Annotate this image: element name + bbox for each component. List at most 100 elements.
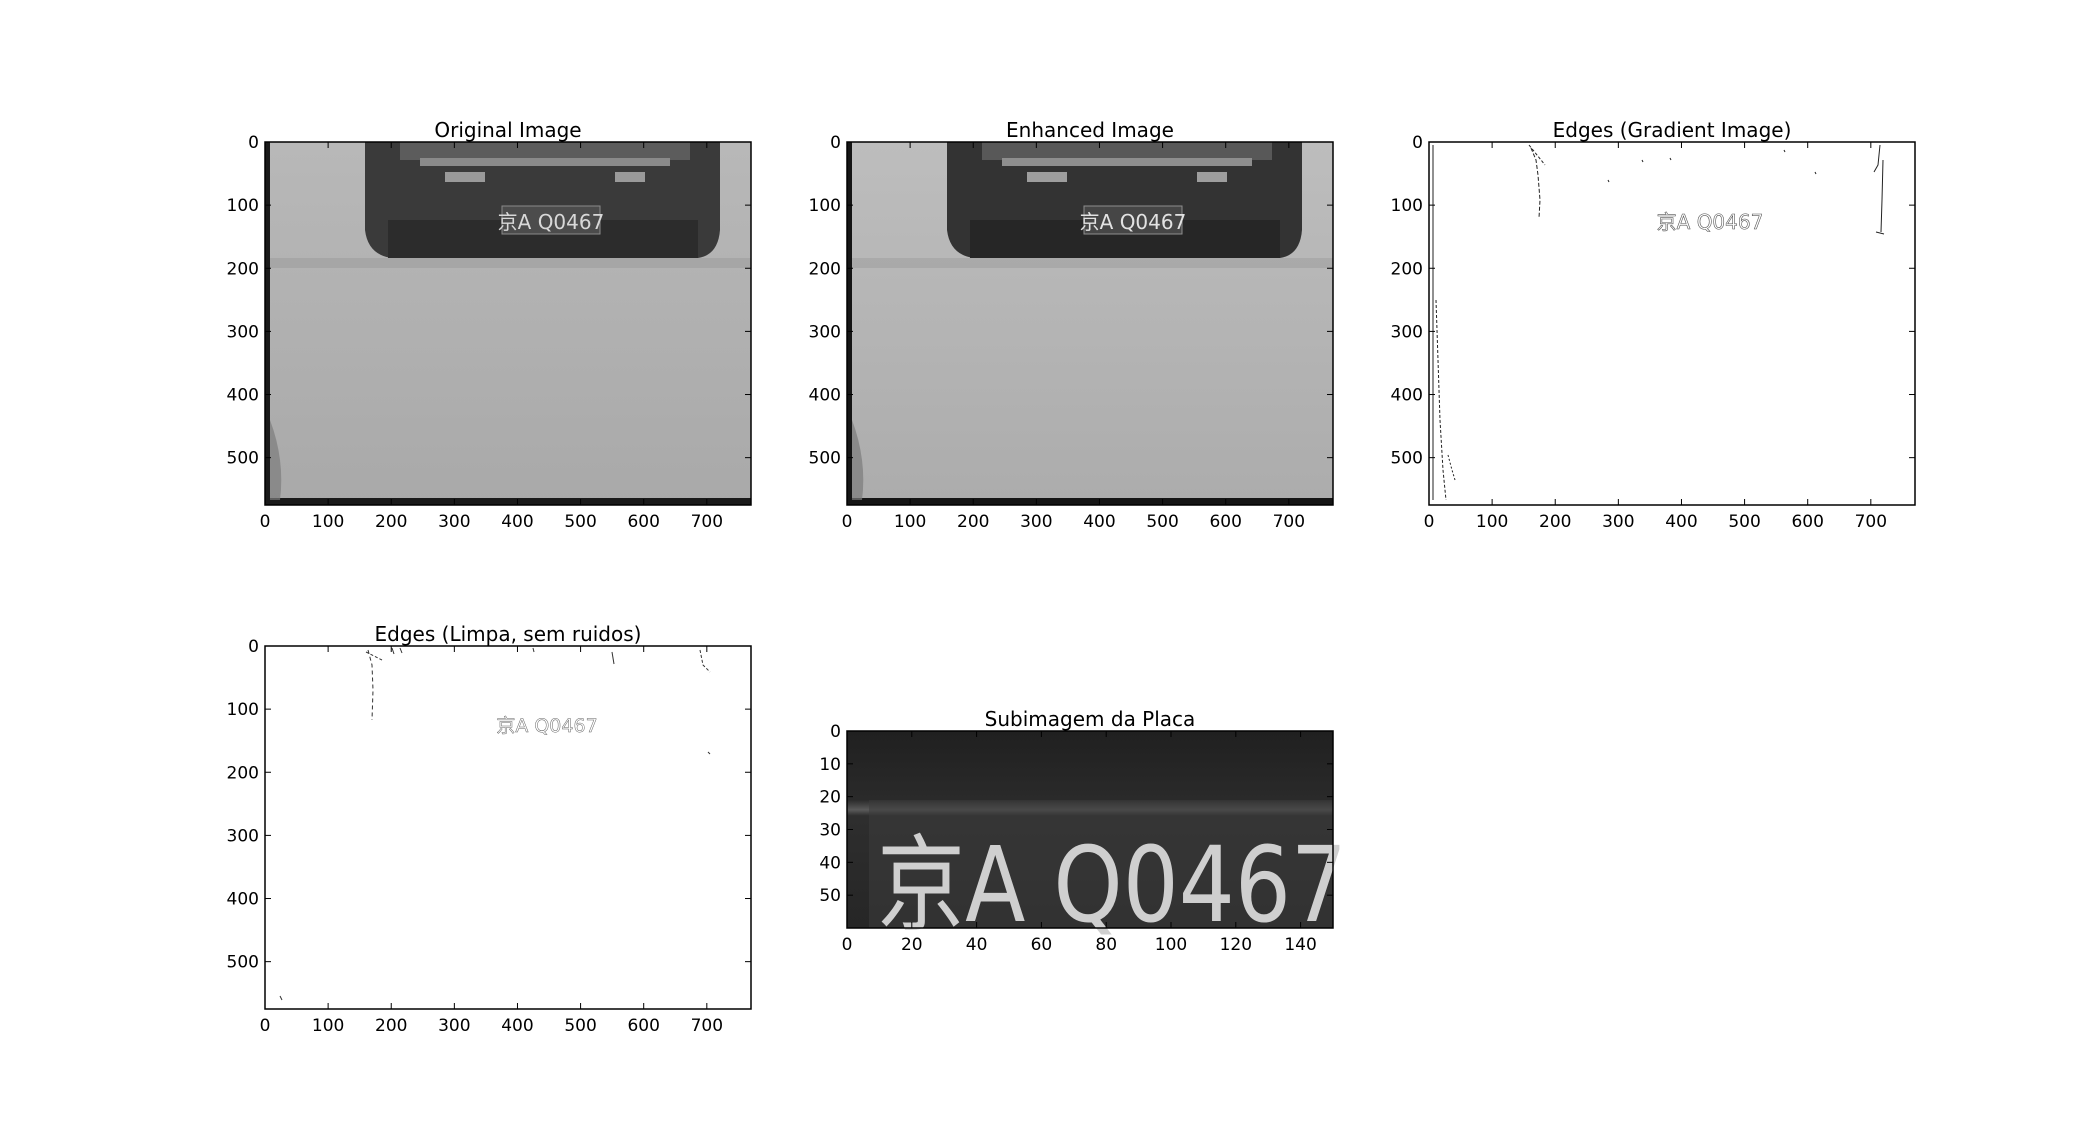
x-tick-label: 100 (1476, 512, 1508, 532)
x-tick-label: 0 (260, 1016, 271, 1036)
x-tick-label: 200 (1539, 512, 1571, 532)
y-tick-label: 500 (227, 953, 259, 973)
y-ticks-plate-crop: 0 10 20 30 40 50 (819, 722, 1333, 906)
x-tick-label: 600 (627, 512, 659, 532)
x-tick-label: 300 (1020, 512, 1052, 532)
x-tick-label: 500 (1728, 512, 1760, 532)
y-tick-label: 300 (227, 322, 259, 342)
y-ticks-edges-clean: 0 100 200 300 400 500 (227, 637, 751, 973)
x-tick-label: 0 (1424, 512, 1435, 532)
y-tick-label: 10 (819, 755, 841, 775)
x-tick-label: 300 (438, 512, 470, 532)
x-tick-label: 300 (438, 1016, 470, 1036)
panel-original: Original Image 京A Q0467 0 100 200 300 400 500… (227, 118, 752, 532)
panel-title-edges-gradient: Edges (Gradient Image) (1553, 118, 1792, 142)
plate-text-original: 京A Q0467 (498, 210, 605, 234)
x-tick-label: 200 (375, 512, 407, 532)
x-tick-label: 600 (1791, 512, 1823, 532)
x-tick-label: 200 (957, 512, 989, 532)
y-tick-label: 200 (809, 259, 841, 279)
axes-frame-edges-clean (264, 645, 752, 1010)
y-tick-label: 0 (830, 133, 841, 153)
y-tick-label: 400 (227, 386, 259, 406)
x-tick-label: 0 (842, 512, 853, 532)
image-edges-clean: 京A Q0467 (265, 646, 751, 1009)
axes-frame-original (264, 141, 752, 506)
x-tick-label: 500 (564, 512, 596, 532)
y-tick-label: 0 (1412, 133, 1423, 153)
x-ticks-edges-clean: 0 100 200 300 400 500 600 700 (260, 646, 723, 1036)
plate-text-enhanced: 京A Q0467 (1080, 210, 1187, 234)
x-tick-label: 400 (501, 1016, 533, 1036)
x-ticks-original: 0 100 200 300 400 500 600 700 (260, 142, 723, 532)
y-tick-label: 300 (227, 826, 259, 846)
y-tick-label: 100 (1391, 196, 1423, 216)
x-tick-label: 60 (1031, 935, 1053, 955)
panel-enhanced: Enhanced Image 京A Q0467 0 100 200 300 400 500… (809, 118, 1334, 532)
x-tick-label: 0 (842, 935, 853, 955)
y-ticks-original: 0 100 200 300 400 500 (227, 133, 751, 469)
y-tick-label: 400 (227, 890, 259, 910)
panel-edges-gradient: Edges (Gradient Image) 京A Q0467 0 100 200 3… (1391, 118, 1916, 532)
x-tick-label: 500 (564, 1016, 596, 1036)
x-tick-label: 100 (312, 512, 344, 532)
x-tick-label: 600 (1209, 512, 1241, 532)
x-tick-label: 80 (1095, 935, 1117, 955)
image-plate-crop: 京A Q0467 (847, 731, 1347, 946)
y-tick-label: 0 (248, 133, 259, 153)
x-ticks-enhanced: 0 100 200 300 400 500 600 700 (842, 142, 1305, 532)
panel-edges-clean: Edges (Limpa, sem ruidos) 京A Q0467 0 100 2… (227, 622, 752, 1036)
x-tick-label: 600 (627, 1016, 659, 1036)
x-tick-label: 700 (691, 1016, 723, 1036)
x-tick-label: 0 (260, 512, 271, 532)
image-enhanced: 京A Q0467 (847, 142, 1333, 505)
image-edges-gradient: 京A Q0467 (1429, 142, 1915, 505)
panel-title-enhanced: Enhanced Image (1006, 118, 1174, 142)
x-tick-label: 20 (901, 935, 923, 955)
x-tick-label: 100 (1155, 935, 1187, 955)
panel-title-plate-crop: Subimagem da Placa (985, 707, 1196, 731)
x-tick-label: 140 (1284, 935, 1316, 955)
y-tick-label: 200 (227, 259, 259, 279)
x-tick-label: 700 (1273, 512, 1305, 532)
y-tick-label: 50 (819, 886, 841, 906)
plate-text-crop: 京A Q0467 (877, 824, 1347, 946)
panel-plate-crop: Subimagem da Placa 京A Q0467 0 20 40 60 80 100… (819, 707, 1347, 955)
y-tick-label: 100 (809, 196, 841, 216)
x-ticks-edges-gradient: 0 100 200 300 400 500 600 700 (1424, 142, 1887, 532)
x-tick-label: 120 (1220, 935, 1252, 955)
panel-title-edges-clean: Edges (Limpa, sem ruidos) (375, 622, 642, 646)
x-tick-label: 500 (1146, 512, 1178, 532)
y-tick-label: 20 (819, 788, 841, 808)
y-tick-label: 100 (227, 196, 259, 216)
x-tick-label: 100 (894, 512, 926, 532)
x-tick-label: 40 (966, 935, 988, 955)
y-tick-label: 30 (819, 821, 841, 841)
image-original: 京A Q0467 (265, 142, 751, 505)
y-tick-label: 400 (1391, 386, 1423, 406)
x-ticks-plate-crop: 0 20 40 60 80 100 120 140 (842, 731, 1317, 955)
panel-title-original: Original Image (434, 118, 581, 142)
plate-text-edges-gradient: 京A Q0467 (1657, 210, 1764, 234)
y-tick-label: 500 (809, 449, 841, 469)
x-tick-label: 400 (1665, 512, 1697, 532)
y-ticks-edges-gradient: 0 100 200 300 400 500 (1391, 133, 1915, 469)
x-tick-label: 200 (375, 1016, 407, 1036)
axes-frame-enhanced (846, 141, 1334, 506)
x-tick-label: 700 (691, 512, 723, 532)
y-tick-label: 40 (819, 853, 841, 873)
x-tick-label: 400 (501, 512, 533, 532)
y-tick-label: 200 (1391, 259, 1423, 279)
y-tick-label: 100 (227, 700, 259, 720)
x-tick-label: 400 (1083, 512, 1115, 532)
y-tick-label: 500 (227, 449, 259, 469)
y-tick-label: 300 (1391, 322, 1423, 342)
plate-text-edges-clean: 京A Q0467 (496, 715, 597, 737)
y-tick-label: 0 (248, 637, 259, 657)
x-tick-label: 300 (1602, 512, 1634, 532)
x-tick-label: 700 (1855, 512, 1887, 532)
axes-frame-edges-gradient (1428, 141, 1916, 506)
y-ticks-enhanced: 0 100 200 300 400 500 (809, 133, 1333, 469)
y-tick-label: 0 (830, 722, 841, 742)
